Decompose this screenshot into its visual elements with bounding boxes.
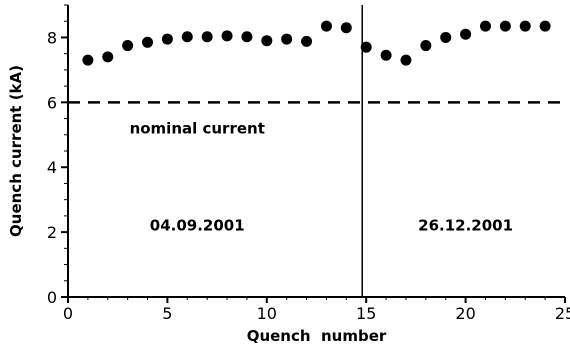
data-point	[499, 20, 511, 32]
y-tick-label-0: 0	[47, 288, 57, 307]
data-point	[122, 40, 134, 52]
data-point	[400, 54, 412, 66]
text-layer: 0 5 10 15 20 25 0 2 4 6 8 nominal current 04.09.2001…	[7, 28, 570, 345]
y-tick-label-2: 4	[47, 158, 57, 177]
y-tick-label-3: 6	[47, 93, 57, 112]
x-axis-title: Quench number	[247, 327, 387, 345]
points-layer	[82, 20, 551, 66]
data-point	[479, 20, 491, 32]
data-point	[102, 51, 114, 63]
data-point	[539, 20, 551, 32]
data-point	[161, 33, 173, 45]
x-tick-label-0: 0	[63, 304, 73, 323]
data-point	[420, 40, 432, 52]
y-tick-label-4: 8	[47, 28, 57, 47]
data-point	[82, 54, 94, 66]
y-axis-title: Quench current (kA)	[7, 65, 25, 237]
data-point	[241, 31, 253, 43]
y-tick-label-1: 2	[47, 223, 57, 242]
x-tick-label-3: 15	[356, 304, 376, 323]
data-point	[360, 41, 372, 53]
data-point	[181, 31, 193, 43]
x-tick-label-1: 5	[162, 304, 172, 323]
data-point	[440, 31, 452, 43]
data-point	[142, 36, 154, 48]
ticks-layer	[61, 4, 566, 303]
x-tick-label-2: 10	[257, 304, 277, 323]
data-point	[281, 33, 293, 45]
data-point	[460, 28, 472, 40]
data-point	[380, 49, 392, 61]
data-point	[201, 31, 213, 43]
x-tick-label-4: 20	[455, 304, 475, 323]
date-annotation-0: 04.09.2001	[150, 217, 245, 235]
data-point	[301, 35, 313, 47]
data-point	[519, 20, 531, 32]
data-point	[221, 30, 233, 42]
data-point	[261, 35, 273, 47]
lines-layer	[67, 5, 565, 298]
x-tick-label-5: 25	[555, 304, 570, 323]
nominal-current-label: nominal current	[130, 119, 265, 137]
data-point	[340, 22, 352, 34]
date-annotation-1: 26.12.2001	[418, 217, 513, 235]
data-point	[320, 20, 332, 32]
